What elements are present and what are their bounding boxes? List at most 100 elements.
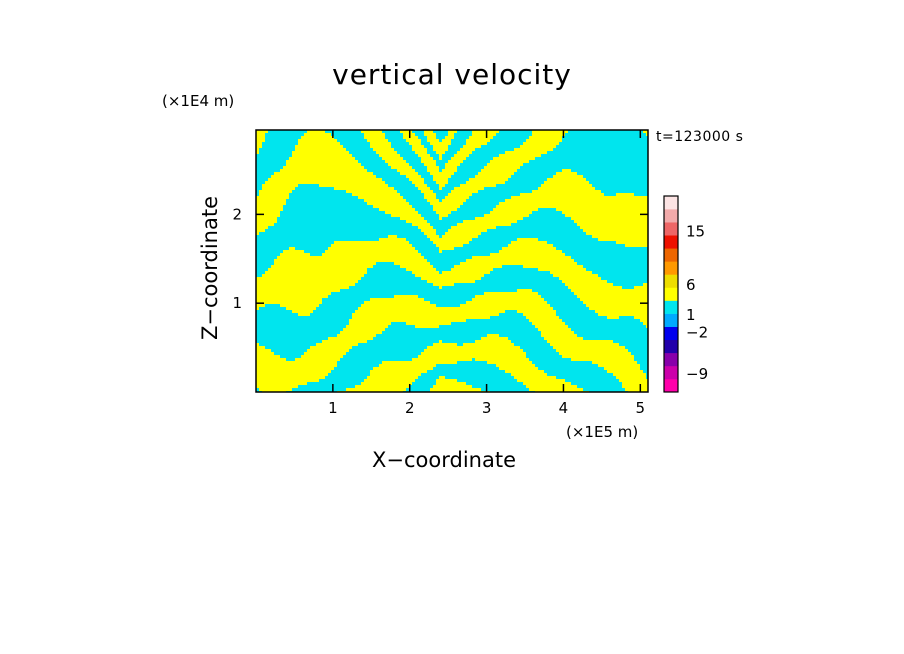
field-cell <box>520 166 648 170</box>
field-cell <box>304 250 326 254</box>
field-cell <box>430 172 455 176</box>
field-cell <box>412 148 428 152</box>
field-cell <box>472 133 497 137</box>
field-cell <box>289 193 353 197</box>
x-axis-multiplier: (×1E5 m) <box>566 423 639 441</box>
field-cell <box>331 244 413 248</box>
field-cell <box>319 379 365 383</box>
field-cell <box>517 238 539 242</box>
field-cell <box>586 304 648 308</box>
field-cell <box>256 163 287 167</box>
field-cell <box>472 256 572 260</box>
field-cell <box>565 214 648 218</box>
field-cell <box>346 388 407 392</box>
field-cell <box>352 346 428 350</box>
field-cell <box>475 358 530 362</box>
field-cell <box>358 280 428 284</box>
field-cell <box>373 172 401 176</box>
field-cell <box>256 208 284 212</box>
field-cell <box>406 238 431 242</box>
field-cell <box>283 250 305 254</box>
field-cell <box>301 355 344 359</box>
field-cell <box>511 340 548 344</box>
field-cell <box>448 130 458 134</box>
field-cell <box>370 145 392 149</box>
field-cell <box>256 268 269 272</box>
field-cell <box>451 226 497 230</box>
field-cell <box>427 346 521 350</box>
field-cell <box>436 244 464 248</box>
field-cell <box>457 169 482 173</box>
field-cell <box>433 343 458 347</box>
time-annotation: t=123000 s <box>656 129 744 145</box>
y-tick-label: 2 <box>232 205 242 223</box>
field-cell <box>577 295 648 299</box>
field-cell <box>463 220 518 224</box>
field-cell <box>322 340 368 344</box>
field-cell <box>565 133 647 137</box>
field-cell <box>256 349 272 353</box>
field-cell <box>403 196 425 200</box>
field-cell <box>451 157 467 161</box>
field-cell <box>505 199 648 203</box>
field-cell <box>256 139 266 143</box>
field-cell <box>256 328 344 332</box>
field-cell <box>532 133 566 137</box>
field-cell <box>478 190 533 194</box>
field-cell <box>556 313 599 317</box>
field-cell <box>424 232 437 236</box>
field-cell <box>466 319 530 323</box>
field-cell <box>475 148 515 152</box>
field-cell <box>280 169 368 173</box>
field-cell <box>439 325 536 329</box>
field-cell <box>442 199 467 203</box>
field-cell <box>424 133 437 137</box>
field-cell <box>442 217 476 221</box>
field-cell <box>430 142 452 146</box>
field-cell <box>646 133 648 137</box>
field-cell <box>445 376 515 380</box>
field-cell <box>298 139 338 143</box>
field-cell <box>268 130 308 134</box>
field-cell <box>499 313 524 317</box>
field-cell <box>523 349 557 353</box>
field-cell <box>274 223 413 227</box>
field-cell <box>256 178 269 182</box>
field-cell <box>457 208 494 212</box>
field-cell <box>487 334 500 338</box>
field-cell <box>565 253 648 257</box>
field-cell <box>562 355 635 359</box>
field-cell <box>454 283 566 287</box>
field-cell <box>559 277 602 281</box>
field-cell <box>472 130 500 134</box>
field-cell <box>283 205 374 209</box>
field-cell <box>589 181 648 185</box>
field-cell <box>538 187 596 191</box>
field-cell <box>388 163 410 167</box>
field-cell <box>547 151 648 155</box>
field-cell <box>517 169 563 173</box>
field-cell <box>442 340 476 344</box>
field-cell <box>256 295 329 299</box>
field-cell <box>424 181 437 185</box>
field-cell <box>469 136 494 140</box>
field-cell <box>439 166 446 170</box>
field-cell <box>466 157 494 161</box>
field-cell <box>274 172 374 176</box>
colorbar-swatch <box>664 300 678 314</box>
field-cell <box>352 313 500 317</box>
field-cell <box>256 307 260 311</box>
field-cell <box>334 187 395 191</box>
field-cell <box>451 139 467 143</box>
field-cell <box>442 187 455 191</box>
field-cell <box>538 367 605 371</box>
field-cell <box>577 334 648 338</box>
field-cell <box>385 181 413 185</box>
field-cell <box>256 157 290 161</box>
field-cell <box>634 358 648 362</box>
field-cell <box>556 247 648 251</box>
field-cell <box>640 364 648 368</box>
field-cell <box>382 178 410 182</box>
field-cell <box>280 355 302 359</box>
